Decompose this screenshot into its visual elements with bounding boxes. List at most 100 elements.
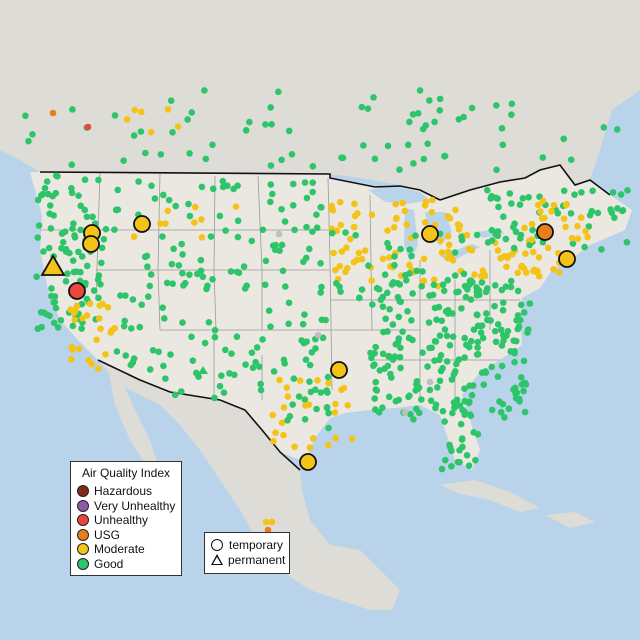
- site-marker: [443, 358, 451, 365]
- site-marker: [78, 325, 85, 332]
- site-marker: [492, 338, 500, 346]
- site-marker: [146, 366, 154, 373]
- site-marker: [392, 200, 400, 208]
- site-marker: [451, 404, 458, 412]
- site-marker: [70, 220, 77, 227]
- site-marker: [434, 384, 441, 391]
- site-marker: [113, 348, 121, 355]
- site-marker: [414, 110, 422, 117]
- site-marker: [425, 319, 433, 326]
- site-marker: [209, 141, 216, 149]
- site-marker: [93, 336, 100, 344]
- site-marker: [568, 234, 576, 242]
- site-marker: [522, 250, 529, 257]
- site-marker: [155, 348, 162, 356]
- site-marker: [269, 411, 277, 419]
- site-marker: [197, 267, 205, 275]
- legend-item-good: Good: [77, 557, 175, 572]
- site-marker: [167, 351, 174, 358]
- site-marker: [385, 352, 393, 360]
- site-marker: [458, 305, 465, 312]
- site-marker: [589, 187, 596, 195]
- site-marker: [520, 387, 527, 395]
- site-marker: [397, 245, 404, 253]
- site-marker: [463, 231, 471, 239]
- site-marker: [216, 212, 224, 220]
- site-marker: [330, 249, 337, 257]
- site-marker: [58, 244, 65, 252]
- site-marker: [407, 410, 414, 418]
- site-marker: [406, 118, 413, 126]
- site-marker: [191, 219, 198, 226]
- site-marker: [535, 272, 543, 280]
- site-marker: [541, 214, 548, 222]
- site-marker: [90, 287, 98, 294]
- site-marker: [189, 357, 197, 364]
- site-marker: [432, 338, 440, 345]
- site-marker: [468, 391, 476, 399]
- site-marker: [234, 182, 241, 189]
- site-marker: [284, 416, 291, 424]
- site-marker: [494, 195, 501, 202]
- site-marker: [318, 283, 325, 291]
- site-marker: [574, 235, 582, 242]
- site-marker: [418, 283, 425, 290]
- site-marker: [392, 397, 400, 405]
- site-marker: [39, 190, 47, 198]
- site-marker: [159, 191, 167, 199]
- site-marker: [445, 241, 453, 249]
- site-marker: [474, 311, 481, 319]
- site-marker: [487, 317, 494, 324]
- site-marker: [52, 189, 60, 197]
- site-marker: [511, 349, 518, 357]
- site-marker: [529, 226, 536, 234]
- site-marker: [516, 201, 524, 209]
- site-marker: [252, 358, 259, 366]
- site-marker: [313, 405, 320, 413]
- site-marker: [34, 234, 42, 241]
- legend-label: Moderate: [94, 542, 145, 556]
- site-marker: [403, 221, 411, 229]
- site-marker: [100, 236, 108, 243]
- site-marker: [524, 326, 532, 333]
- site-marker: [25, 137, 32, 145]
- site-marker: [487, 195, 495, 202]
- site-marker: [68, 189, 76, 197]
- site-marker: [108, 327, 115, 335]
- site-marker: [481, 272, 489, 280]
- site-marker: [510, 244, 518, 252]
- site-marker: [272, 241, 279, 249]
- site-marker: [329, 207, 337, 214]
- site-marker: [539, 154, 547, 161]
- site-marker: [382, 315, 389, 323]
- site-marker: [373, 284, 381, 292]
- site-marker: [358, 255, 366, 263]
- site-marker: [198, 216, 205, 223]
- site-marker: [484, 186, 491, 194]
- site-marker: [130, 233, 138, 240]
- site-marker: [111, 112, 119, 119]
- site-marker: [370, 362, 377, 370]
- legend-item-usg: USG: [77, 528, 175, 543]
- site-marker: [499, 400, 507, 408]
- site-marker: [420, 255, 428, 263]
- site-marker: [393, 214, 400, 222]
- site-marker: [442, 456, 449, 464]
- site-marker: [220, 389, 228, 396]
- site-marker: [479, 267, 487, 274]
- site-marker: [275, 230, 283, 238]
- site-marker: [267, 323, 274, 330]
- site-marker: [179, 269, 186, 277]
- site-marker: [446, 214, 454, 222]
- site-marker: [451, 272, 459, 279]
- permanent-site-marker: [198, 366, 208, 374]
- site-marker: [491, 302, 498, 310]
- site-marker: [438, 249, 446, 256]
- site-marker: [283, 384, 291, 391]
- site-marker: [289, 201, 297, 209]
- site-marker: [379, 404, 386, 412]
- site-marker: [78, 253, 86, 260]
- site-marker: [222, 346, 229, 354]
- site-marker: [135, 178, 142, 185]
- site-marker: [399, 199, 406, 207]
